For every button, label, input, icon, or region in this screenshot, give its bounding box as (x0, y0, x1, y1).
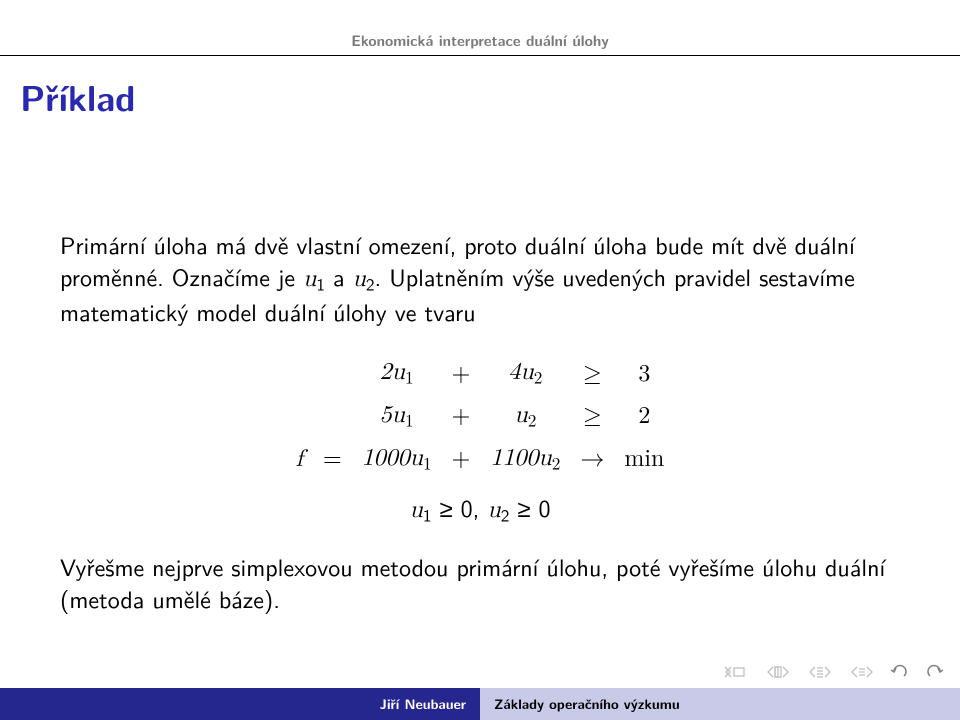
c1-rel: ≥ (570, 352, 614, 395)
obj-s1: 1 (423, 456, 432, 473)
header-line-1: Dualita v úlohách LP (302, 11, 658, 31)
para1-text-b: a (325, 259, 353, 294)
obj-goal: min (614, 438, 674, 481)
header-line-2: Ekonomická interpretace duální úlohy (0, 31, 960, 51)
footer: Jiří Neubauer Základy operačního výzkumu (0, 688, 960, 720)
c1-rhs: 3 (614, 352, 674, 395)
nn-ge2: ≥ 0 (509, 490, 550, 525)
obj-t1: 1000u (362, 446, 423, 470)
slide-body: Primární úloha má dvě vlastní omezení, p… (60, 205, 900, 640)
c1-s1: 1 (405, 371, 414, 388)
header: Dualita v úlohách LP Ekonomická interpre… (0, 10, 960, 52)
c2-s1: 1 (405, 413, 414, 430)
slide-title: Příklad (20, 70, 135, 122)
c2-rel: ≥ (570, 395, 614, 438)
footer-author: Jiří Neubauer (0, 688, 480, 720)
paragraph-2: Vyřešme nejprve simplexovou metodou prim… (60, 551, 900, 616)
constraint-row-1: 2u1 + 4u2 ≥ 3 (286, 352, 675, 395)
nn-ge1: ≥ 0, (432, 490, 488, 525)
constraint-system: 2u1 + 4u2 ≥ 3 5u1 + u2 ≥ 2 f = 10 (60, 352, 900, 480)
var-u1-sub: 1 (316, 272, 325, 297)
var-u2: u (353, 267, 366, 291)
nonnegativity: u1 ≥ 0, u2 ≥ 0 (60, 492, 900, 527)
var-u1: u (303, 267, 316, 291)
c2-plus: + (442, 395, 481, 438)
c2-t1: 5u (380, 403, 405, 427)
header-rule (0, 55, 960, 56)
c1-t2: 4u (508, 360, 533, 384)
obj-t2: 1100u (490, 446, 551, 470)
obj-s2: 2 (552, 456, 561, 473)
c1-plus: + (442, 352, 481, 395)
paragraph-1: Primární úloha má dvě vlastní omezení, p… (60, 229, 900, 328)
objective-row: f = 1000u1 + 1100u2 → min (286, 438, 675, 481)
c2-s2: 2 (528, 413, 537, 430)
footer-title: Základy operačního výzkumu (480, 688, 960, 720)
var-u2-sub: 2 (366, 272, 375, 297)
nav-forward-icon[interactable] (924, 664, 944, 680)
c2-rhs: 2 (614, 395, 674, 438)
obj-f: f (296, 447, 303, 471)
nav-back-icon[interactable] (890, 664, 910, 680)
obj-eq: = (313, 438, 352, 481)
c1-t1: 2u (380, 360, 405, 384)
nn-u1: u (410, 498, 423, 522)
beamer-nav (722, 664, 944, 680)
constraint-row-2: 5u1 + u2 ≥ 2 (286, 395, 675, 438)
obj-arrow: → (570, 438, 614, 481)
nav-prev-section-icon[interactable] (764, 664, 792, 680)
nn-u2: u (487, 498, 500, 522)
nn-s1: 1 (423, 503, 432, 528)
constraint-table: 2u1 + 4u2 ≥ 3 5u1 + u2 ≥ 2 f = 10 (286, 352, 675, 480)
nav-prev-subsection-icon[interactable] (806, 664, 834, 680)
nav-prev-slide-icon[interactable] (722, 664, 750, 680)
nav-prev-frame-icon[interactable] (848, 664, 876, 680)
c2-t2: u (514, 403, 527, 427)
c1-s2: 2 (534, 371, 543, 388)
obj-plus: + (442, 438, 481, 481)
